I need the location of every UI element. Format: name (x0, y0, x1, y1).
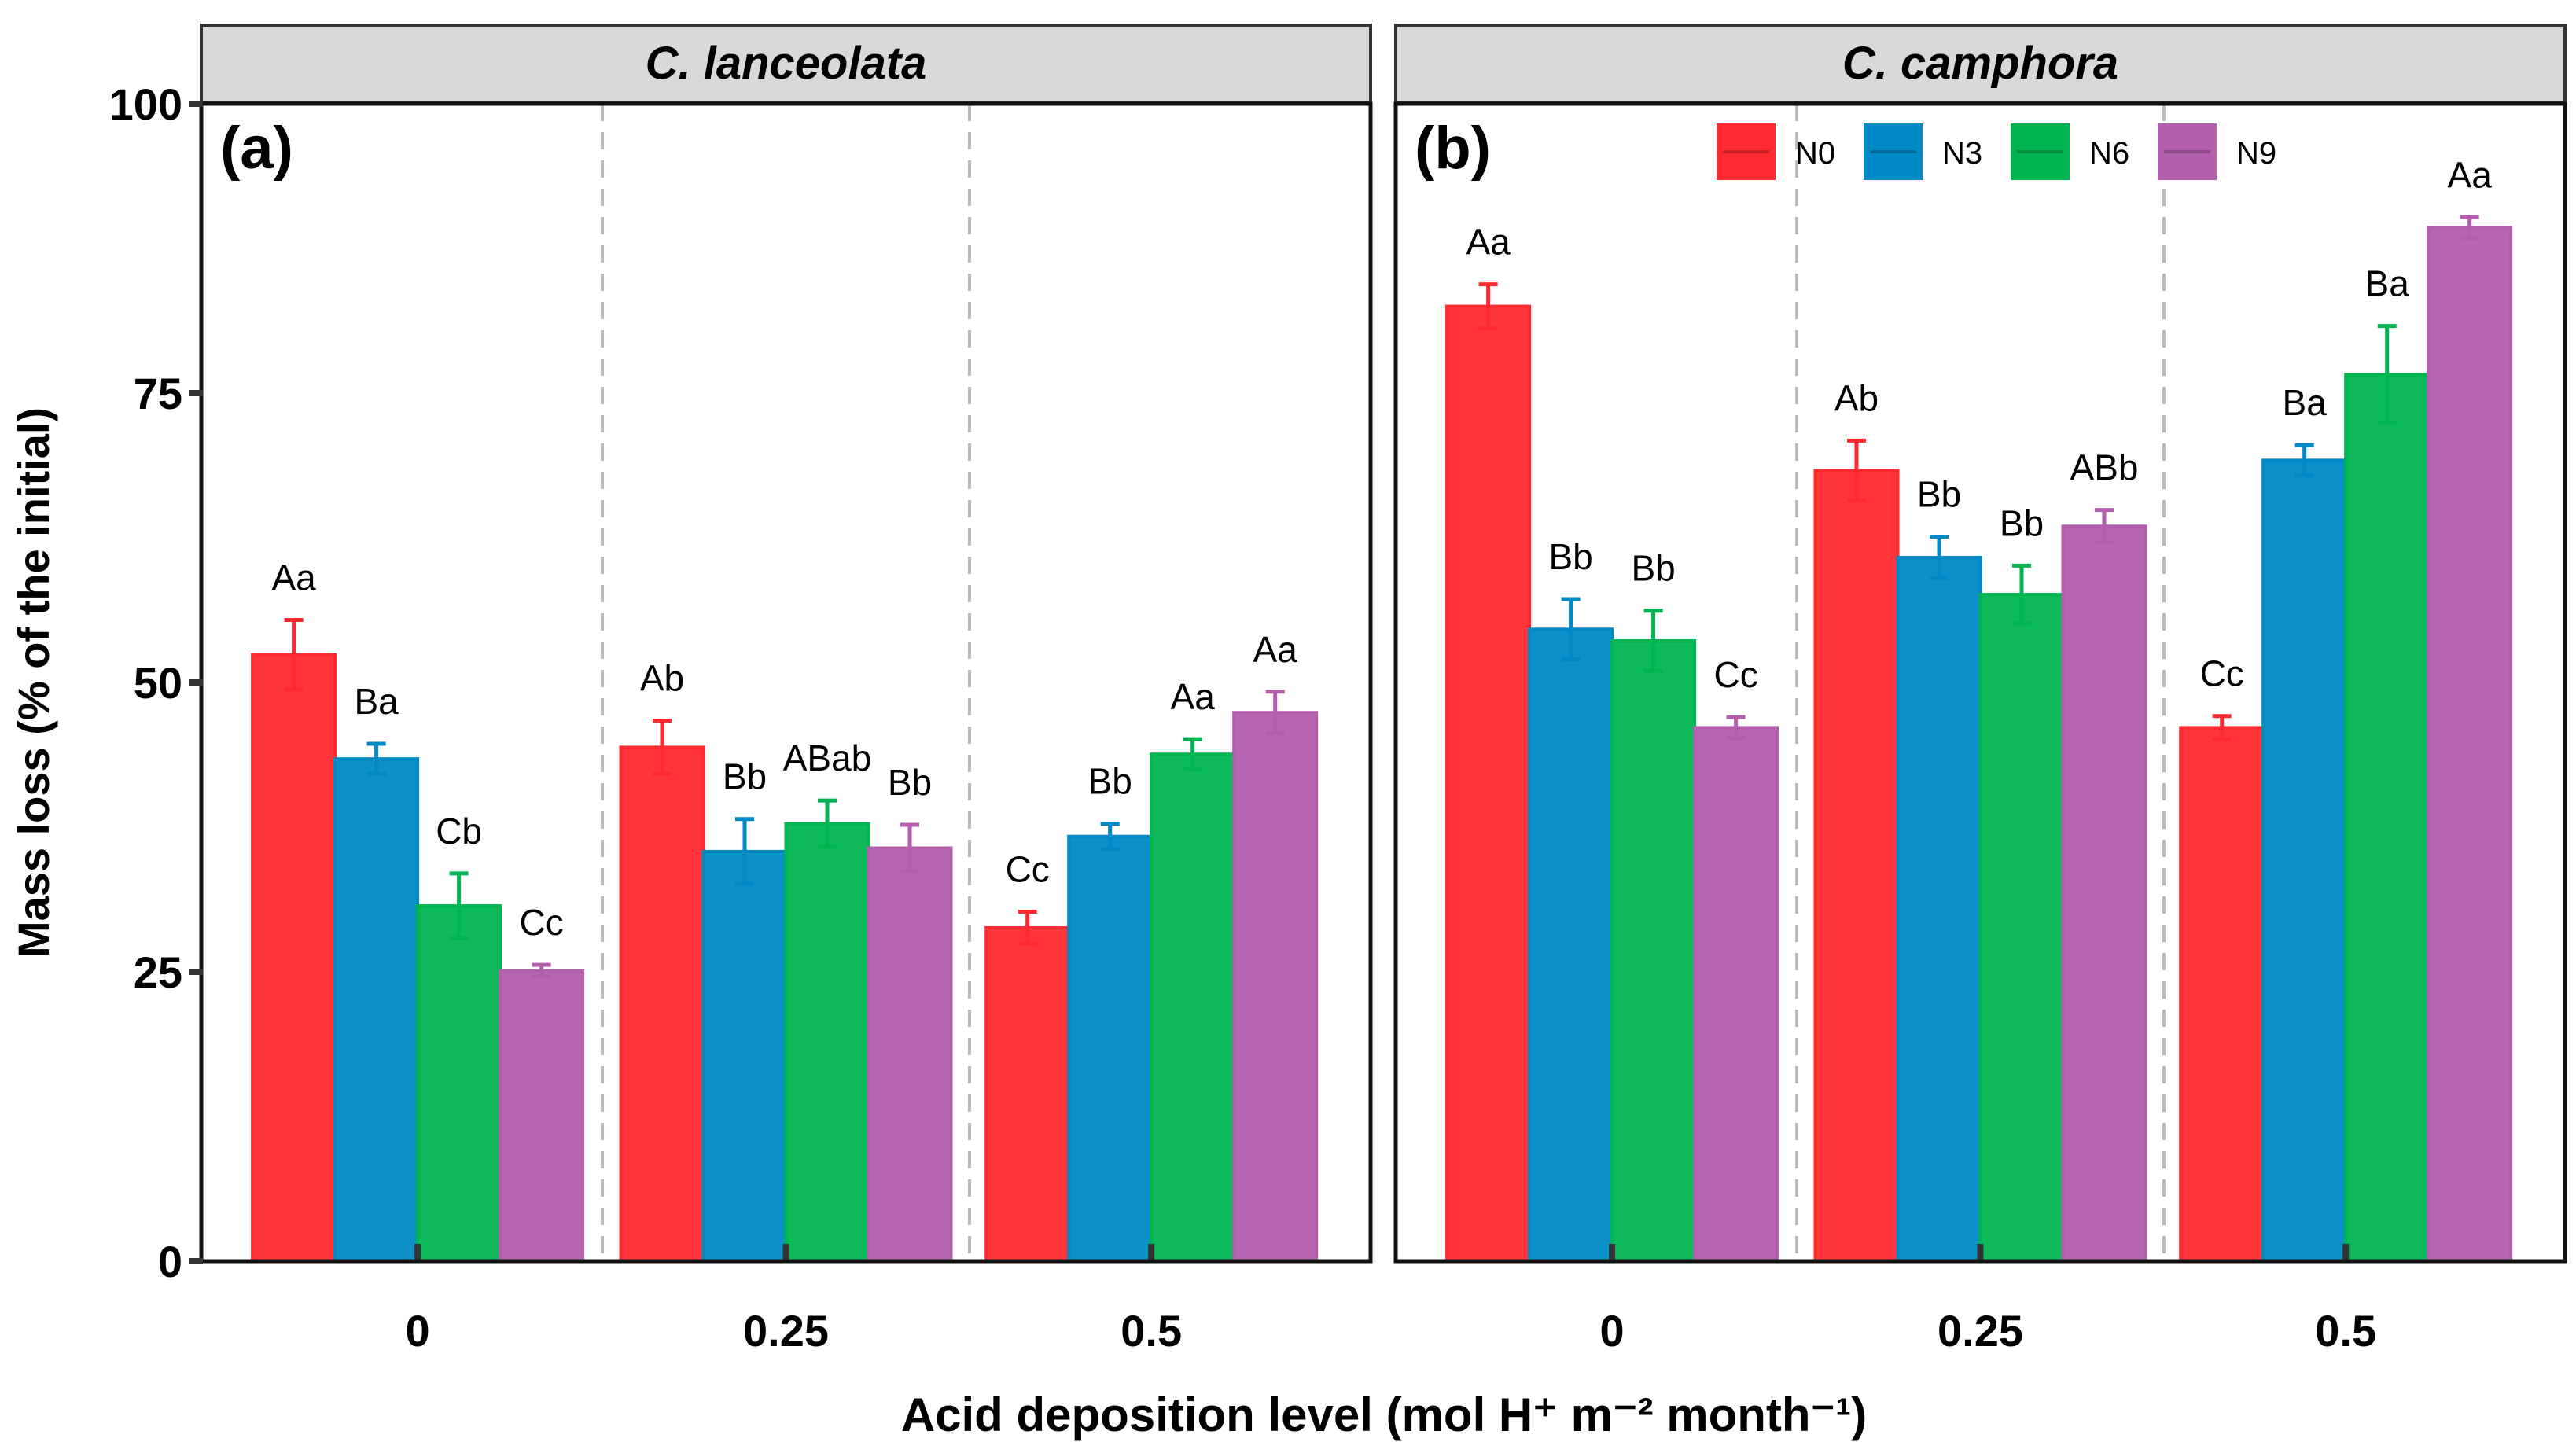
bar-N3 (701, 849, 788, 1263)
bar-N0 (1813, 469, 1900, 1263)
x-tick-label: 0 (406, 1306, 430, 1356)
significance-letter: Ba (2365, 263, 2410, 304)
bar-N6 (1978, 593, 2065, 1263)
x-tick-label: 0.25 (1938, 1306, 2023, 1356)
bar-N6 (1610, 639, 1697, 1263)
bar-N3 (333, 757, 420, 1263)
y-tick-label: 75 (134, 369, 182, 418)
significance-letter: Aa (271, 557, 316, 598)
significance-letter: Bb (1548, 536, 1592, 577)
significance-letter: Bb (1917, 474, 1961, 515)
strip-title: C. camphora (1842, 38, 2118, 89)
bar-N6 (2344, 373, 2431, 1263)
y-tick-label: 0 (158, 1237, 182, 1286)
plot-frame (1393, 101, 2567, 1264)
significance-letter: Aa (1171, 676, 1216, 717)
bar-N0 (984, 926, 1071, 1263)
significance-letter: ABab (783, 738, 872, 778)
bar-N0 (1445, 304, 1532, 1264)
strip-header (200, 24, 1372, 104)
panel-a: C. lanceolata Aa Ba Cb Cc 0 Ab Bb ABab Bb 0.25 Cc Bb… (199, 24, 1373, 1356)
legend-label: N0 (1795, 136, 1835, 171)
y-tick-label: 100 (109, 79, 182, 129)
bar-N3 (2261, 458, 2348, 1263)
significance-letter: Cc (2200, 653, 2244, 694)
significance-letter: Ab (1834, 377, 1879, 418)
bar-N0 (251, 653, 337, 1263)
significance-letter: Bb (1631, 548, 1675, 589)
panel-label: (a) (220, 115, 293, 182)
significance-letter: Ba (2283, 382, 2328, 423)
bar-N9 (2061, 524, 2147, 1263)
panel-b: C. camphora Aa Bb Bb Cc 0 Ab Bb Bb ABb 0.25 Cc Ba Ba A… (1393, 24, 2567, 1356)
y-tick-label: 25 (134, 947, 182, 997)
significance-letter: Cc (1006, 848, 1050, 889)
significance-letter: Ba (354, 681, 399, 722)
bar-N3 (1896, 556, 1982, 1263)
y-tick-label: 50 (134, 658, 182, 708)
significance-letter: Aa (1466, 222, 1511, 263)
significance-letter: Cc (519, 902, 563, 943)
bar-N9 (499, 969, 585, 1263)
bar-N9 (1232, 711, 1319, 1263)
significance-letter: ABb (2070, 447, 2139, 488)
strip-title: C. lanceolata (646, 38, 927, 89)
x-tick-label: 0.5 (1121, 1306, 1182, 1356)
significance-letter: Bb (2000, 502, 2044, 543)
x-tick-label: 0 (1600, 1306, 1625, 1356)
significance-letter: Ab (640, 658, 684, 699)
significance-letter: Cc (1713, 654, 1757, 695)
panel-label: (b) (1415, 115, 1491, 182)
legend-label: N3 (1942, 136, 1982, 171)
x-tick-label: 0.5 (2315, 1306, 2376, 1356)
bar-N6 (416, 904, 502, 1263)
bar-N9 (2427, 226, 2513, 1263)
x-tick-label: 0.25 (743, 1306, 829, 1356)
bar-N9 (1693, 726, 1779, 1263)
bar-N6 (784, 822, 870, 1263)
bar-N0 (619, 745, 705, 1263)
significance-letter: Aa (2448, 154, 2493, 195)
bar-N9 (867, 846, 953, 1263)
legend: N0 N3 N6 N9 (1717, 123, 2276, 180)
bar-N3 (1067, 834, 1154, 1263)
significance-letter: Bb (888, 762, 932, 803)
significance-letter: Bb (1088, 761, 1132, 802)
y-axis-title: Mass loss (% of the initial) (9, 407, 58, 958)
legend-label: N9 (2236, 136, 2276, 171)
significance-letter: Aa (1253, 629, 1298, 670)
significance-letter: Bb (723, 756, 767, 797)
bar-N3 (1528, 627, 1614, 1263)
strip-header (1394, 24, 2567, 104)
bar-N0 (2179, 726, 2265, 1263)
legend-label: N6 (2089, 136, 2129, 171)
significance-letter: Cb (436, 811, 482, 852)
x-axis-title: Acid deposition level (mol H⁺ m⁻² month⁻… (901, 1389, 1867, 1441)
bar-N6 (1150, 752, 1236, 1263)
